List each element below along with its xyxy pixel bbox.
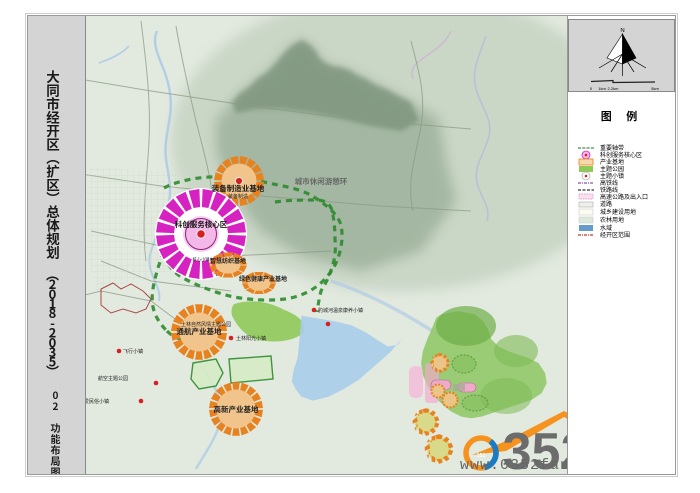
svg-text:0: 0 [590,86,593,91]
svg-text:经开区范围: 经开区范围 [600,230,630,239]
svg-text:核心小镇: 核心小镇 [192,256,210,263]
svg-text:绿色健康产业基地: 绿色健康产业基地 [239,274,287,283]
svg-text:豹城河温泉康养小镇: 豹城河温泉康养小镇 [318,307,363,314]
svg-text:高新产业基地: 高新产业基地 [214,404,259,415]
svg-text:N: N [620,28,624,34]
svg-text:2.2km: 2.2km [608,86,620,91]
svg-text:1km: 1km [598,86,606,91]
svg-text:装备制造: 装备制造 [228,193,248,200]
svg-text:城市休闲游憩环: 城市休闲游憩环 [295,176,348,187]
svg-text:飞行小镇: 飞行小镇 [123,348,143,355]
svg-text:土林自然风情主题公园: 土林自然风情主题公园 [181,321,231,328]
svg-text:土林阳光小镇: 土林阳光小镇 [236,335,266,342]
svg-text:科创服务核心区: 科创服务核心区 [175,219,228,230]
svg-text:5km: 5km [651,86,659,91]
svg-text:航空主题公园: 航空主题公园 [98,375,128,382]
svg-text:落跑爱民俗小镇: 落跑爱民俗小镇 [86,398,109,405]
svg-text:智慧纺织基地: 智慧纺织基地 [210,256,246,265]
